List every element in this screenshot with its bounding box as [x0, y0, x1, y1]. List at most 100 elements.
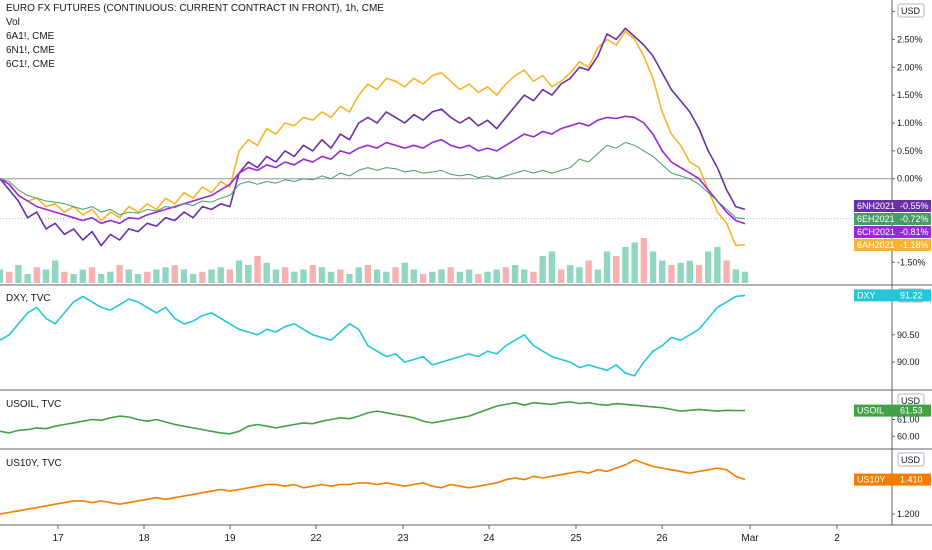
usoil-legend: USOIL, TVC: [6, 399, 62, 410]
volume-bar: [52, 260, 59, 283]
volume-bar: [42, 269, 50, 283]
volume-bar: [392, 267, 399, 283]
ytick-label: -1.50%: [897, 257, 926, 267]
pane-usoil: 61.00 60.00 USD USOIL 61.53: [0, 393, 931, 441]
xtick-label: 25: [570, 533, 582, 544]
volume-bar: [97, 274, 105, 283]
series-line-dxy[interactable]: [0, 294, 746, 377]
volume-bar: [585, 260, 592, 283]
ytick-label: 0.50%: [897, 146, 923, 156]
currency-unit-label: USD: [901, 396, 921, 406]
volume-bar: [659, 260, 666, 283]
volume-bar: [199, 271, 206, 283]
pane-us10y: 1.200 USD US10Y 1.410: [0, 452, 931, 519]
price-badge[interactable]: 6AH2021 -1.18%: [854, 239, 931, 251]
volume-bar: [548, 251, 556, 283]
volume-bar: [281, 267, 289, 283]
series-line-us10y[interactable]: [0, 459, 746, 515]
volume-bar: [419, 274, 427, 283]
volume-bar: [447, 267, 454, 283]
ytick-label: 1.200: [897, 509, 920, 519]
badge-label: 6EH2021: [857, 214, 895, 224]
xtick-label: 17: [52, 533, 64, 544]
volume-bar: [254, 256, 261, 283]
series-line-usoil[interactable]: [0, 401, 745, 435]
badge-value: 61.53: [900, 406, 923, 416]
volume-bar: [530, 271, 537, 283]
ytick-label: 60.00: [897, 431, 920, 441]
legend-6n1: 6N1!, CME: [6, 45, 55, 56]
volume-bar: [511, 265, 519, 283]
volume-bar: [134, 274, 142, 283]
badge-value: -0.81%: [900, 227, 929, 237]
badge-label: 6NH2021: [857, 201, 895, 211]
volume-bar: [318, 267, 326, 283]
xtick-label: 19: [224, 533, 236, 544]
volume-bar: [208, 269, 215, 283]
volume-bar: [429, 271, 436, 283]
volume-bar: [33, 267, 40, 283]
xtick-label: Mar: [741, 533, 759, 544]
legend-6c1: 6C1!, CME: [6, 59, 55, 70]
volume-bar: [300, 269, 307, 283]
volume-bar: [383, 271, 390, 283]
badge-value: 1.410: [900, 475, 923, 485]
volume-bar: [594, 269, 602, 283]
price-badge[interactable]: DXY 91.22: [854, 289, 931, 302]
badge-label: USOIL: [857, 406, 884, 416]
volume-bar: [263, 262, 270, 283]
xtick-label: 22: [310, 533, 322, 544]
volume-bar: [613, 256, 620, 283]
volume-bar: [373, 269, 381, 283]
volume-bar: [502, 267, 510, 283]
price-badge[interactable]: USOIL 61.53: [854, 404, 931, 417]
ytick-label: 90.00: [897, 357, 920, 367]
volume-bar: [162, 267, 169, 283]
currency-unit-box[interactable]: USD: [897, 393, 925, 408]
volume-bar: [245, 265, 252, 283]
series-line-6e1[interactable]: [0, 142, 746, 220]
price-badge[interactable]: 6NH2021 -0.55%: [854, 200, 931, 212]
badge-value: -1.18%: [900, 240, 929, 250]
currency-unit-box[interactable]: USD: [897, 452, 925, 467]
price-badge[interactable]: 6EH2021 -0.72%: [854, 213, 931, 225]
volume-bar: [125, 269, 132, 283]
currency-unit-label: USD: [901, 6, 921, 16]
main-title: EURO FX FUTURES (CONTINUOUS: CURRENT CON…: [6, 3, 384, 14]
volume-bar: [272, 269, 280, 283]
series-line-6a1[interactable]: [0, 30, 746, 247]
volume-bar: [226, 269, 234, 283]
volume-bar: [484, 271, 491, 283]
volume-bar: [217, 267, 224, 283]
xtick-label: 26: [656, 533, 668, 544]
volume-bar: [539, 256, 546, 283]
volume-bar: [171, 265, 178, 283]
badge-label: 6AH2021: [857, 240, 895, 250]
volume-bar: [723, 260, 730, 283]
volume-bar: [576, 267, 583, 283]
dxy-legend: DXY, TVC: [6, 293, 51, 304]
volume-bar: [337, 269, 344, 283]
ytick-label: 2.50%: [897, 34, 923, 44]
volume-bar: [189, 274, 197, 283]
currency-unit-box[interactable]: USD: [897, 3, 925, 18]
price-badge[interactable]: US10Y 1.410: [854, 473, 931, 486]
series-line-6n1[interactable]: [0, 27, 746, 247]
volume-bar: [327, 271, 335, 283]
badge-label: DXY: [857, 290, 876, 300]
volume-bar: [24, 274, 31, 283]
badge-value: 91.22: [900, 290, 923, 300]
ytick-label: 90.50: [897, 330, 920, 340]
ytick-label: 2.00%: [897, 62, 923, 72]
pane-main: 3.00%2.50%2.00%1.50%1.00%0.50%0.00%-1.50…: [0, 3, 931, 283]
ytick-label: 61.00: [897, 415, 920, 425]
ytick-label: 1.00%: [897, 118, 923, 128]
badge-label: US10Y: [857, 475, 886, 485]
series-line-6c1[interactable]: [0, 115, 746, 225]
volume-bar: [705, 251, 712, 283]
volume-bar: [631, 242, 638, 283]
price-badge[interactable]: 6CH2021 -0.81%: [854, 226, 931, 238]
volume-bar: [0, 269, 4, 283]
